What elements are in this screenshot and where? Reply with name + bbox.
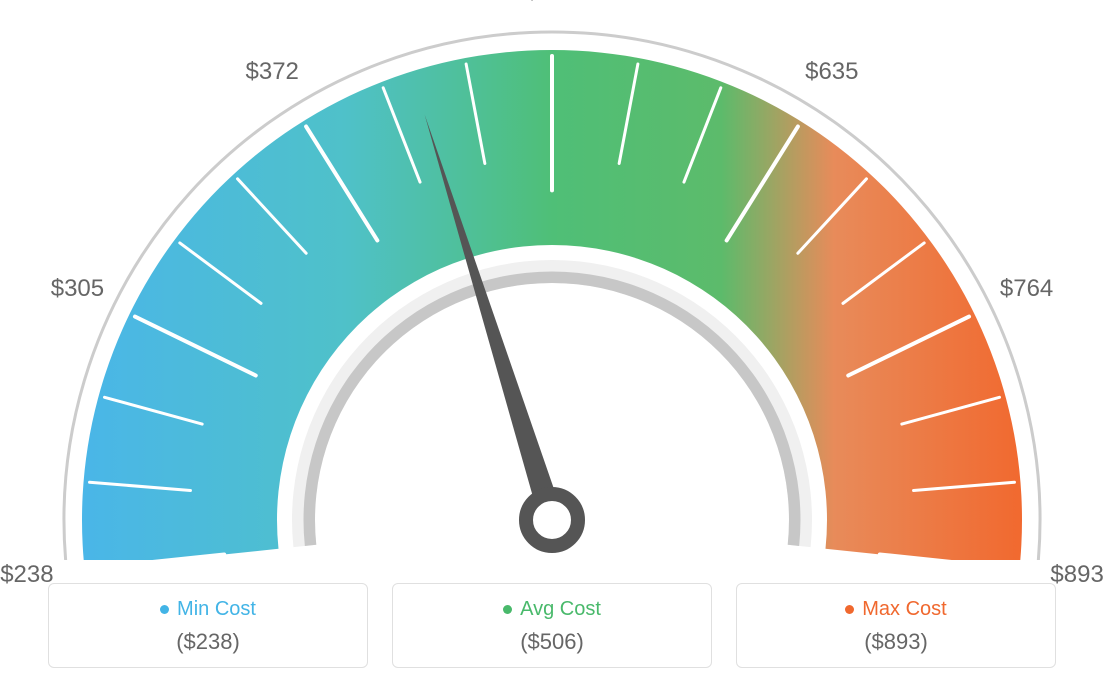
gauge-svg (0, 0, 1104, 560)
gauge-tick-label: $764 (1000, 275, 1053, 303)
legend-label-min: Min Cost (177, 598, 256, 621)
gauge-tick-label: $506 (525, 0, 578, 6)
legend-label-max: Max Cost (862, 598, 946, 621)
legend-card-avg: Avg Cost ($506) (392, 583, 712, 668)
gauge-tick-label: $635 (805, 58, 858, 86)
legend-dot-min (160, 605, 169, 614)
legend-title-max: Max Cost (845, 598, 946, 621)
legend-value-min: ($238) (59, 629, 357, 655)
legend-dot-avg (503, 605, 512, 614)
legend-title-min: Min Cost (160, 598, 256, 621)
legend-card-min: Min Cost ($238) (48, 583, 368, 668)
legend-row: Min Cost ($238) Avg Cost ($506) Max Cost… (0, 583, 1104, 668)
legend-title-avg: Avg Cost (503, 598, 601, 621)
cost-gauge: $238$305$372$506$635$764$893 (0, 0, 1104, 560)
legend-label-avg: Avg Cost (520, 598, 601, 621)
legend-card-max: Max Cost ($893) (736, 583, 1056, 668)
legend-dot-max (845, 605, 854, 614)
legend-value-avg: ($506) (403, 629, 701, 655)
gauge-tick-label: $372 (245, 58, 298, 86)
gauge-tick-label: $305 (51, 275, 104, 303)
legend-value-max: ($893) (747, 629, 1045, 655)
